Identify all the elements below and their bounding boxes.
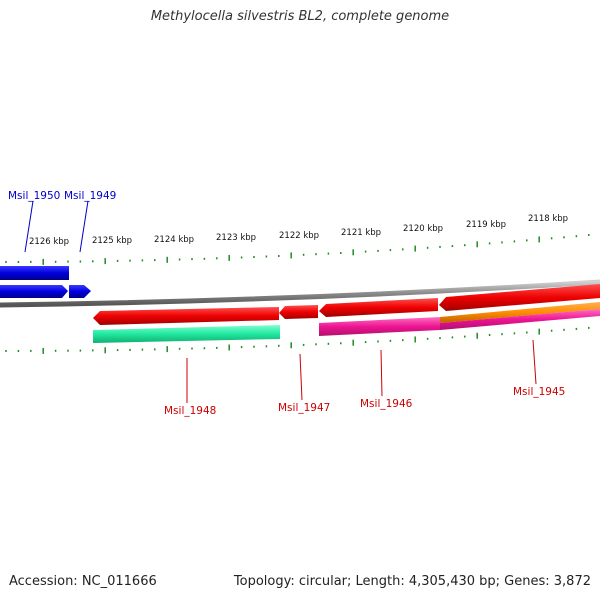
reverse-genes [93, 284, 600, 325]
cds-msil-1946[interactable] [319, 317, 440, 336]
gene-msil-1945[interactable] [439, 284, 600, 311]
label-msil-1950[interactable]: Msil_1950 [8, 190, 60, 202]
gene-msil-1947[interactable] [279, 305, 318, 319]
genome-summary-text: Topology: circular; Length: 4,305,430 bp… [233, 574, 591, 589]
tick-label: 2118 kbp [528, 214, 568, 224]
accession-text: Accession: NC_011666 [9, 574, 157, 589]
tick-label: 2123 kbp [216, 233, 256, 243]
label-leaders [24, 200, 537, 403]
tick-labels: 2126 kbp 2125 kbp 2124 kbp 2123 kbp 2122… [29, 214, 568, 247]
gene-msil-1949[interactable] [69, 285, 91, 298]
gene-msil-1950-cds[interactable] [0, 285, 68, 298]
tick-label: 2126 kbp [29, 237, 69, 247]
label-msil-1949[interactable]: Msil_1949 [64, 190, 116, 202]
tick-label: 2124 kbp [154, 235, 194, 245]
cds-msil-1945[interactable] [440, 309, 600, 330]
forward-genes [0, 266, 91, 298]
gene-msil-1948[interactable] [93, 307, 279, 325]
genome-title: Methylocella silvestris BL2, complete ge… [150, 9, 450, 24]
gene-msil-1946[interactable] [319, 298, 438, 317]
genome-backbone [0, 279, 600, 308]
cds-msil-1948[interactable] [93, 325, 280, 343]
tick-label: 2119 kbp [466, 220, 506, 230]
label-msil-1945[interactable]: Msil_1945 [513, 386, 565, 398]
cds-msil-1945-orange[interactable] [440, 302, 600, 323]
label-msil-1947[interactable]: Msil_1947 [278, 402, 330, 414]
lower-tick-row [5, 326, 590, 354]
label-msil-1948[interactable]: Msil_1948 [164, 405, 216, 417]
upper-tick-row [5, 234, 590, 265]
tick-label: 2125 kbp [92, 236, 132, 246]
tick-label: 2120 kbp [403, 224, 443, 234]
cds-features [93, 302, 600, 343]
label-msil-1946[interactable]: Msil_1946 [360, 398, 413, 410]
tick-label: 2122 kbp [279, 231, 319, 241]
gene-msil-1950[interactable] [0, 266, 69, 280]
gene-labels: Msil_1950 Msil_1949 Msil_1948 Msil_1947 … [8, 190, 565, 417]
tick-label: 2121 kbp [341, 228, 381, 238]
